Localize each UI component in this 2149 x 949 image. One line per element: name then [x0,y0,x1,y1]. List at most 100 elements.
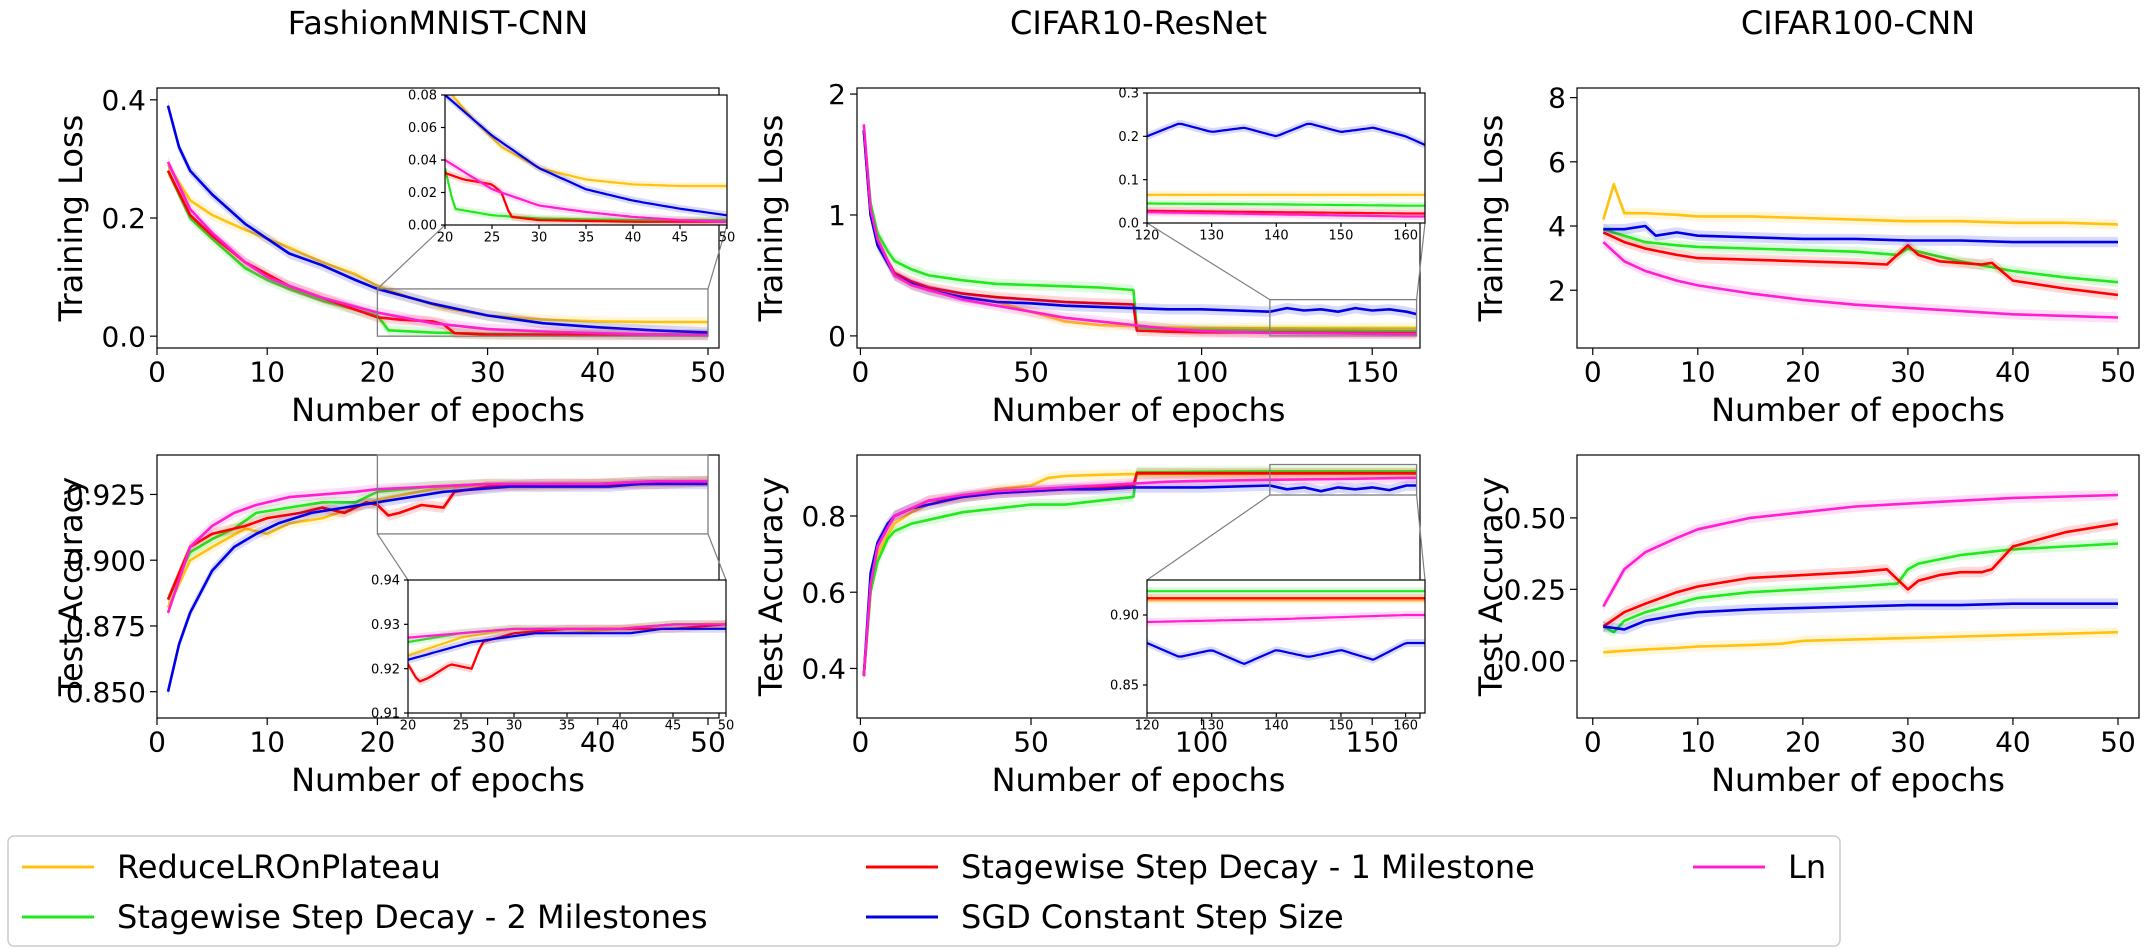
x-tick-label: 130 [1199,228,1224,243]
legend-label-stage1: Stagewise Step Decay - 1 Milestone [961,848,1535,886]
x-tick-label: 140 [1264,228,1289,243]
x-tick-label: 25 [453,718,470,733]
series-group [445,95,727,225]
series-line-ln [1147,211,1425,218]
x-tick-label: 50 [690,726,726,759]
series-band-stage2 [1603,538,2118,638]
series-band-ln [1603,489,2118,612]
x-tick-label: 140 [1264,718,1289,733]
legend-label-sgd: SGD Constant Step Size [961,898,1344,936]
x-tick-label: 20 [400,718,417,733]
series-band-stage2 [168,165,708,340]
x-tick-label: 10 [249,726,285,759]
y-tick-label: 0.90 [1110,609,1139,624]
inset-background [445,95,727,225]
series-line-sgd [1603,224,2118,244]
series-group [408,620,726,686]
inset-background [1147,93,1425,223]
x-axis-label: Number of epochs [291,761,585,799]
series-line-sgd [1603,602,2118,631]
series-band-stage1 [445,169,727,225]
inset-plot: 120 130 140 150 160 0.0 0.1 0.2 0.3 [1118,87,1426,243]
x-tick-label: 50 [1013,356,1049,389]
x-tick-label: 100 [1175,726,1228,759]
series-band-ln [168,156,708,341]
x-tick-label: 10 [1680,356,1716,389]
y-tick-label: 0.850 [66,676,146,709]
series-line-ln [1147,613,1425,624]
series-line-reduce [450,95,727,188]
y-tick-label: 2 [1548,274,1566,307]
y-axis-label: Test Accuracy [752,477,790,697]
plot-panel: 0 10 20 30 40 50 0.0 0.2 0.4 [101,84,725,389]
y-tick-label: 0 [828,320,846,353]
y-tick-label: 0.04 [408,154,437,169]
y-tick-label: 0.4 [101,84,146,117]
series-group [1147,119,1425,221]
y-tick-label: 0.875 [66,610,146,643]
y-tick-label: 0.93 [371,618,400,633]
y-axis-label: Test Accuracy [52,477,90,697]
series-band-stage1 [168,476,708,605]
x-tick-label: 50 [2100,726,2136,759]
x-tick-label: 35 [559,718,576,733]
x-tick-label: 20 [437,230,454,245]
inset-background [408,580,726,713]
series-line-stage2 [862,130,1417,333]
axes-frame [1576,454,2140,719]
y-axis-label: Training Loss [1472,115,1510,323]
y-tick-label: 1 [828,199,846,232]
x-tick-label: 30 [531,230,548,245]
series-group [166,100,709,341]
y-tick-label: 0.925 [66,479,146,512]
series-line-stage1 [445,171,727,223]
x-tick-label: 40 [580,726,616,759]
series-line-sgd [1147,122,1425,147]
x-axis-label: Number of epochs [1711,761,2005,799]
x-tick-label: 40 [580,356,616,389]
y-tick-label: 0.900 [66,544,146,577]
series-band-reduce [1603,627,2118,658]
inset-plot: 120 130 140 150 160 0.85 0.90 [1110,579,1426,733]
zoom-region [1269,298,1418,337]
zoom-connector [376,224,446,290]
x-tick-label: 160 [1393,718,1418,733]
x-tick-label: 30 [1890,726,1926,759]
x-tick-label: 25 [484,230,501,245]
axes-frame [1146,579,1426,714]
y-tick-label: 0.02 [408,186,437,201]
zoom-region [1269,463,1418,496]
series-band-sgd [1147,119,1425,149]
x-tick-label: 50 [718,718,735,733]
plot-panel: 0 10 20 30 40 50 2 4 6 8 [1548,82,2140,389]
x-tick-label: 50 [2100,356,2136,389]
y-tick-label: 0.2 [1118,130,1139,145]
x-tick-label: 120 [1135,718,1160,733]
y-tick-label: 0.00 [408,219,437,234]
series-line-stage2 [1602,542,2119,634]
series-band-sgd [408,624,726,664]
series-group [1602,179,2119,323]
series-band-sgd [1147,639,1425,668]
panel-title: CIFAR100-CNN [1741,4,1975,42]
x-tick-label: 0 [148,726,166,759]
y-tick-label: 8 [1548,82,1566,115]
y-tick-label: 0.08 [408,89,437,104]
y-tick-label: 0.25 [1504,573,1566,606]
inset-plot: 20 25 30 35 40 45 50 0.91 0.92 0.93 0.94 [371,574,734,734]
x-tick-label: 10 [1680,726,1716,759]
x-tick-label: 50 [690,356,726,389]
y-tick-label: 6 [1548,146,1566,179]
y-axis-label: Test Accuracy [1472,477,1510,697]
series-line-stage1 [1602,522,2119,628]
x-tick-label: 130 [1199,718,1224,733]
zoom-region [376,454,709,535]
inset-plot: 20 25 30 35 40 45 50 0.00 0.02 0.04 0.06 0.08 [408,89,735,246]
y-tick-label: 0.85 [1110,679,1139,694]
x-tick-label: 40 [612,718,629,733]
y-tick-label: 0.3 [1118,87,1139,102]
y-tick-label: 0.4 [801,653,846,686]
plot-panel: 0 10 20 30 40 50 0.00 0.25 0.50 [1504,454,2140,759]
series-line-reduce [1602,183,2119,226]
x-tick-label: 40 [1995,726,2031,759]
